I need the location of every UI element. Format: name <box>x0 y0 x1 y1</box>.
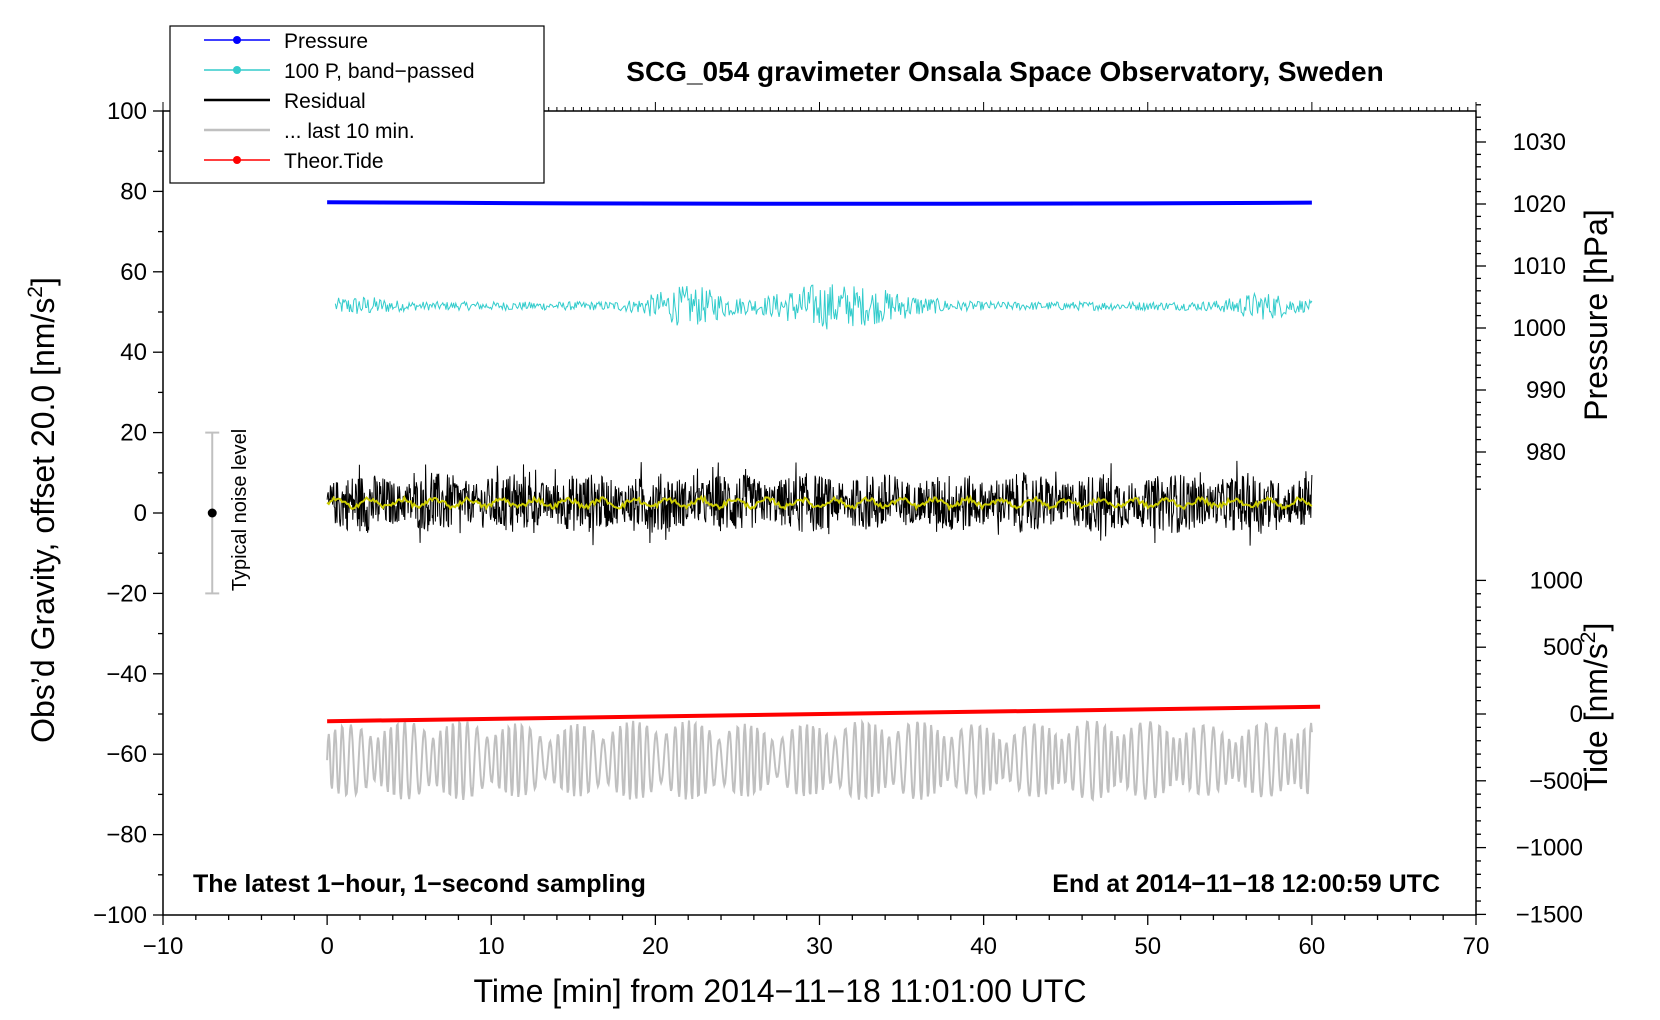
legend-box <box>169 25 545 184</box>
tide-tick-label: 0 <box>1570 701 1583 728</box>
x-tick-label: 50 <box>1134 933 1161 960</box>
x-tick-label: 70 <box>1463 933 1490 960</box>
y-tick-label: 20 <box>120 420 147 447</box>
legend-label: ... last 10 min. <box>284 120 415 143</box>
y-tick-label: 60 <box>120 259 147 286</box>
x-tick-label: −10 <box>143 933 184 960</box>
x-tick-label: 40 <box>970 933 997 960</box>
legend-label: Residual <box>284 90 366 113</box>
y-tick-label: −20 <box>106 580 147 607</box>
pressure-tick-label: 990 <box>1526 377 1566 404</box>
pressure-tick-label: 1020 <box>1513 191 1566 218</box>
tide-tick-label: 1000 <box>1530 567 1583 594</box>
noise-level-label: Typical noise level <box>229 429 251 591</box>
series-band-passed <box>334 284 1313 330</box>
legend-marker <box>233 156 241 164</box>
y-tick-label: 100 <box>107 98 147 125</box>
legend-label: Pressure <box>284 30 368 53</box>
x-tick-label: 20 <box>642 933 669 960</box>
tide-tick-label: −1000 <box>1516 835 1583 862</box>
noise-center-dot <box>207 508 217 518</box>
x-tick-label: 10 <box>478 933 505 960</box>
y-axis-label-tide: Tide [nm/s2] <box>1577 623 1614 792</box>
pressure-tick-label: 1030 <box>1513 129 1566 156</box>
annotation-left: The latest 1−hour, 1−second sampling <box>193 870 646 898</box>
legend: Pressure 100 P, band−passed Residual ... la… <box>169 25 545 184</box>
x-axis-label: Time [min] from 2014−11−18 11:01:00 UTC <box>473 973 1086 1009</box>
series-pressure <box>327 200 1312 206</box>
y-tick-label: 40 <box>120 339 147 366</box>
legend-label: Theor.Tide <box>284 150 384 173</box>
series-theor-tide <box>327 704 1321 724</box>
legend-marker <box>233 36 241 44</box>
pressure-tick-label: 1010 <box>1513 253 1566 280</box>
y-tick-label: −60 <box>106 741 147 768</box>
tide-tick-label: −1500 <box>1516 901 1583 928</box>
x-tick-label: 30 <box>806 933 833 960</box>
series-layer <box>326 200 1321 802</box>
tide-tick-label: 500 <box>1543 634 1583 661</box>
y-tick-label: 0 <box>134 500 147 527</box>
pressure-tick-label: 1000 <box>1513 315 1566 342</box>
x-tick-label: 60 <box>1299 933 1326 960</box>
y-tick-label: −40 <box>106 661 147 688</box>
annotation-right: End at 2014−11−18 12:00:59 UTC <box>1052 870 1440 898</box>
legend-marker <box>233 66 241 74</box>
tick-marks <box>153 102 1486 925</box>
y-tick-label: 80 <box>120 178 147 205</box>
chart-title: SCG_054 gravimeter Onsala Space Observat… <box>626 56 1383 87</box>
tide-tick-label: −500 <box>1529 768 1583 795</box>
pressure-tick-label: 980 <box>1526 439 1566 466</box>
y-tick-label: −80 <box>106 822 147 849</box>
y-axis-label-gravity: Obs’d Gravity, offset 20.0 [nm/s2] <box>24 277 61 743</box>
x-tick-label: 0 <box>320 933 333 960</box>
series-last-10-min <box>326 718 1313 802</box>
y-axis-label-pressure: Pressure [hPa] <box>1578 209 1614 421</box>
tick-labels: −10 0 10 20 30 40 50 60 70−100−80−60−40−20020406… <box>93 98 1583 960</box>
y-tick-label: −100 <box>93 902 147 929</box>
noise-level-bar <box>205 431 220 595</box>
legend-label: 100 P, band−passed <box>284 60 475 83</box>
series-residual <box>326 460 1313 546</box>
series-residual-smoothed <box>326 494 1313 512</box>
